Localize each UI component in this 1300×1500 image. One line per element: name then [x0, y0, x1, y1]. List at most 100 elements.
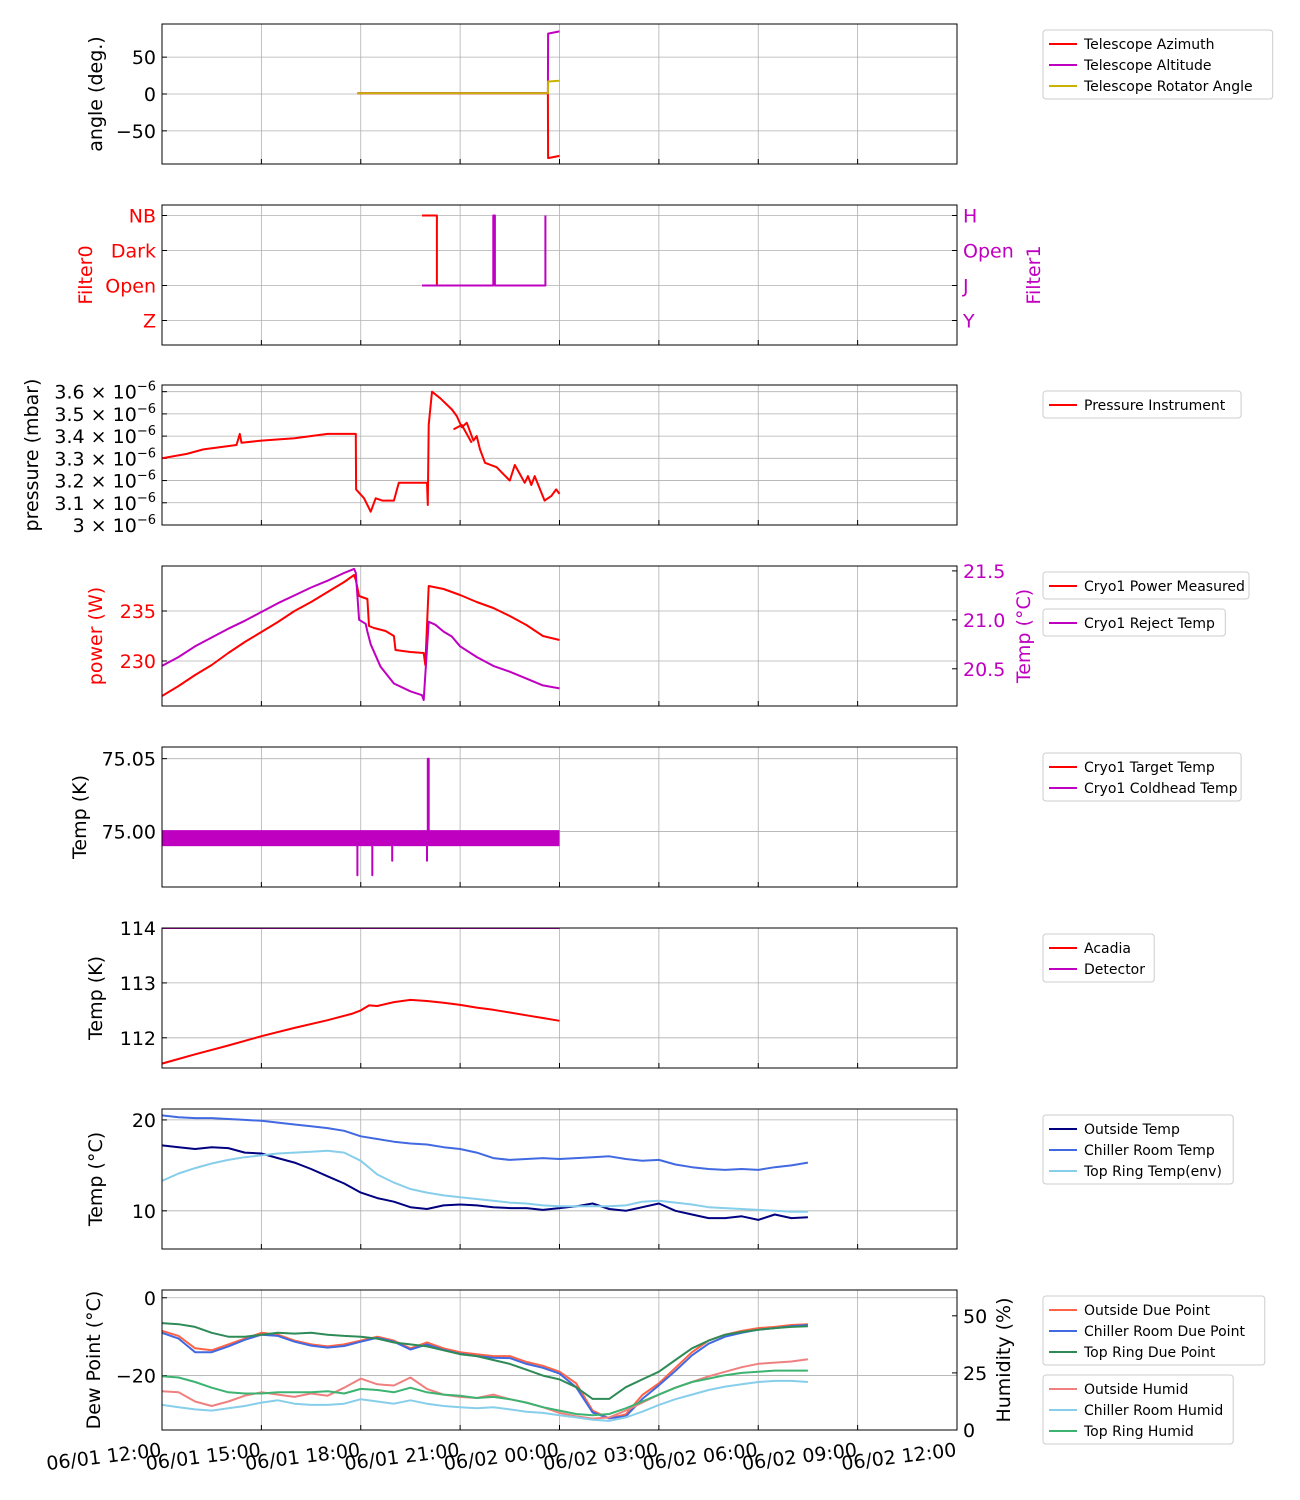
legend-frame — [1042, 752, 1242, 802]
legend-label: Top Ring Humid — [1083, 1424, 1194, 1440]
y-tick-label: 10 — [132, 1201, 156, 1223]
y-tick-label: 3.6 × 10−6 — [54, 380, 156, 404]
y-tick-label: 114 — [120, 918, 156, 940]
legend-label: Top Ring Temp(env) — [1083, 1164, 1222, 1180]
series-group — [162, 1114, 809, 1221]
legend-label: Top Ring Due Point — [1083, 1345, 1216, 1361]
y-tick-label-right: Y — [962, 311, 975, 333]
telescope-rotator-angle-line — [357, 79, 560, 95]
legend-label: Chiller Room Humid — [1084, 1403, 1223, 1419]
legend-label: Chiller Room Temp — [1084, 1143, 1215, 1159]
y-tick-label: 20 — [132, 1110, 156, 1132]
chiller-room-temp-line — [162, 1114, 809, 1171]
legend-label: Telescope Rotator Angle — [1083, 79, 1253, 95]
acadia-line — [162, 998, 560, 1065]
legend-label: Telescope Azimuth — [1083, 37, 1214, 53]
y-tick-label-right: 20.5 — [963, 659, 1005, 681]
series-line — [422, 214, 547, 287]
series-group — [162, 928, 560, 1065]
cryo1-power-measured-line — [162, 574, 560, 697]
y-axis-label: power (W) — [85, 587, 107, 685]
y-tick-label: Open — [105, 276, 156, 298]
y-tick-label: 75.05 — [102, 749, 156, 771]
chiller-room-due-point-line — [162, 1324, 808, 1420]
y-axis-label: Filter0 — [75, 245, 97, 304]
series-group — [422, 214, 547, 287]
y-tick-label: Z — [143, 311, 156, 333]
legend-box: Outside Temp Chiller Room Temp Top Ring Te… — [1042, 1114, 1234, 1185]
top-ring-due-point-line — [162, 1322, 808, 1400]
y-tick-label: 112 — [120, 1028, 156, 1050]
panel-5: 75.05 75.00 Temp (K) — [69, 746, 958, 888]
y-tick-label-right: 21.5 — [963, 561, 1005, 583]
y-tick-label: 50 — [132, 47, 156, 69]
top-ring-temp-env--line — [162, 1149, 808, 1213]
legend-frame — [1042, 29, 1274, 100]
legend-frame — [1042, 1374, 1234, 1445]
x-tick-label: 06/02 12:00 — [840, 1439, 957, 1475]
panel-frame — [161, 204, 958, 346]
y-tick-label-right: 21.0 — [963, 610, 1005, 632]
outside-due-point-line — [162, 1323, 808, 1420]
y-tick-label: 0 — [144, 84, 156, 106]
legend-frame — [1042, 571, 1250, 600]
y-axis-label: Temp (°C) — [85, 1132, 107, 1227]
legend-box: Telescope Azimuth Telescope Altitude Teles… — [1042, 29, 1274, 100]
legend-label: Outside Due Point — [1084, 1303, 1211, 1319]
cryo1-coldhead-temp-line — [162, 757, 560, 877]
y-axis-label-right: Temp (°C) — [1013, 589, 1035, 684]
panel-1: 50 0 −50 angle (deg.) — [85, 23, 958, 165]
panel-frame — [161, 746, 958, 888]
y-tick-label-right: 0 — [963, 1420, 975, 1442]
legend-label: Cryo1 Reject Temp — [1084, 616, 1215, 632]
telescope-altitude-line — [357, 30, 560, 95]
panel-6: 114 113 112 Temp (K) — [85, 918, 958, 1069]
series-group — [162, 567, 560, 702]
y-axis-label-right: Humidity (%) — [993, 1297, 1015, 1422]
panel-4: 235 230 21.5 21.0 20.5 power (W) Temp (°C) — [85, 561, 1035, 707]
y-tick-label: Dark — [111, 241, 156, 263]
y-tick-label: 3 × 10−6 — [73, 513, 156, 537]
y-tick-label: NB — [129, 206, 156, 228]
legend-label: Chiller Room Due Point — [1084, 1324, 1245, 1340]
legend-label: Cryo1 Target Temp — [1084, 760, 1215, 776]
legend-frame — [1042, 608, 1226, 637]
panel-frame — [161, 1289, 958, 1431]
panel-3: 3.6 × 10−63.5 × 10−63.4 × 10−63.3 × 10−6… — [21, 379, 958, 537]
y-tick-label-right: J — [962, 276, 969, 298]
y-tick-label: 235 — [120, 601, 156, 623]
y-tick-label: 3.3 × 10−6 — [54, 446, 156, 470]
series-group — [357, 30, 560, 160]
legend-label: Telescope Altitude — [1083, 58, 1212, 74]
series-group — [162, 390, 561, 513]
y-tick-label: 0 — [144, 1288, 156, 1310]
y-tick-label: 230 — [120, 651, 156, 673]
panel-frame — [161, 1108, 958, 1250]
y-tick-label-right: 50 — [963, 1306, 987, 1328]
y-tick-label: 3.1 × 10−6 — [54, 491, 156, 515]
y-axis-label: Temp (K) — [85, 956, 107, 1041]
legend-box: Pressure Instrument — [1042, 390, 1242, 419]
y-tick-label: 113 — [120, 973, 156, 995]
legend-label: Cryo1 Power Measured — [1084, 579, 1245, 595]
legend-label: Pressure Instrument — [1084, 398, 1226, 414]
legend-box: Acadia Detector — [1042, 933, 1155, 983]
cryo1-reject-temp-line — [162, 567, 560, 702]
y-axis-label-right: Filter1 — [1023, 245, 1045, 304]
series-group — [162, 757, 560, 877]
legend-label: Detector — [1084, 962, 1145, 978]
y-axis-label: pressure (mbar) — [21, 379, 43, 532]
panel-frame — [161, 565, 958, 707]
legend-label: Outside Temp — [1084, 1122, 1180, 1138]
pressure-instrument-line — [162, 390, 561, 513]
legend-label: Acadia — [1084, 941, 1131, 957]
y-tick-label: −20 — [116, 1366, 156, 1388]
telescope-azimuth-line — [357, 92, 560, 160]
legend-frame — [1042, 390, 1242, 419]
panel-7: 20 10 Temp (°C) — [85, 1108, 958, 1250]
chiller-room-humid-line — [162, 1379, 808, 1422]
y-axis-label: Temp (K) — [69, 775, 91, 860]
outside-temp-line — [162, 1144, 808, 1221]
